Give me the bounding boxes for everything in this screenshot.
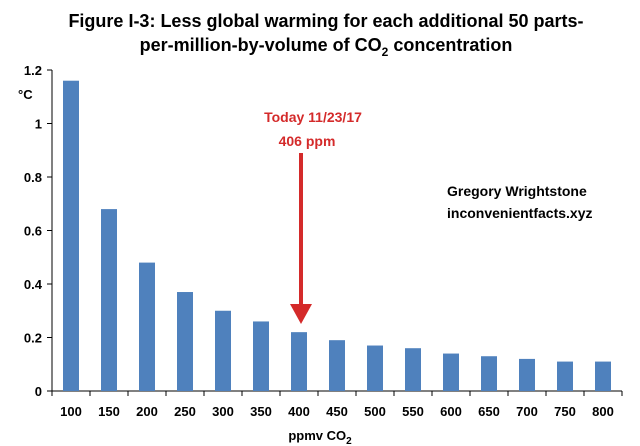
bar-700	[519, 358, 535, 391]
y-tick-label: 0.2	[24, 331, 42, 346]
x-tick-label: 700	[516, 404, 538, 419]
bar-350	[253, 321, 269, 391]
bar-300	[215, 310, 231, 391]
bars	[63, 80, 611, 391]
annotation-arrow-head	[290, 304, 312, 324]
bar-250	[177, 292, 193, 391]
x-ticks: 100 150 200 250 300 350 400 450 500 550 600 650 700 7…	[51, 391, 623, 419]
x-axis-label-prefix: ppmv CO	[288, 428, 346, 443]
y-tick-label: 1.2	[24, 63, 42, 78]
x-tick-label: 100	[60, 404, 82, 419]
bar-650	[481, 356, 497, 391]
bar-600	[443, 353, 459, 391]
annotation-today: Today 11/23/17	[264, 109, 362, 125]
bar-550	[405, 348, 421, 391]
x-tick-label: 800	[592, 404, 614, 419]
chart-title-line2: per-million-by-volume of CO2 concentrati…	[140, 35, 513, 59]
bar-450	[329, 340, 345, 391]
x-tick-label: 400	[288, 404, 310, 419]
y-tick-label: 0.4	[24, 277, 43, 292]
x-tick-label: 650	[478, 404, 500, 419]
bar-750	[557, 361, 573, 391]
bar-400	[291, 332, 307, 391]
chart-title-line2-suffix: concentration	[388, 35, 512, 55]
bar-150	[101, 209, 117, 391]
y-tick-label: 1	[35, 117, 42, 132]
x-tick-label: 550	[402, 404, 424, 419]
chart-title-line2-sub: 2	[382, 45, 389, 59]
y-tick-label: 0.6	[24, 224, 42, 239]
x-axis-label: ppmv CO2	[288, 428, 352, 446]
y-tick-label: 0	[35, 384, 42, 399]
x-tick-label: 750	[554, 404, 576, 419]
x-tick-label: 150	[98, 404, 120, 419]
y-axis-unit: °C	[18, 87, 33, 102]
x-tick-label: 600	[440, 404, 462, 419]
x-tick-label: 350	[250, 404, 272, 419]
annotation-ppm: 406 ppm	[279, 133, 336, 149]
x-tick-label: 200	[136, 404, 158, 419]
y-tick-label: 0.8	[24, 170, 42, 185]
x-tick-label: 300	[212, 404, 234, 419]
chart-title-line1: Figure I-3: Less global warming for each…	[68, 11, 583, 31]
bar-200	[139, 262, 155, 391]
x-tick-label: 500	[364, 404, 386, 419]
y-ticks: 0 0.2 0.4 0.6 0.8 1 1.2	[24, 63, 52, 399]
bar-100	[63, 80, 79, 391]
chart-title-line2-prefix: per-million-by-volume of CO	[140, 35, 382, 55]
bar-800	[595, 361, 611, 391]
x-tick-label: 250	[174, 404, 196, 419]
credit-website: inconvenientfacts.xyz	[447, 205, 593, 221]
x-tick-label: 450	[326, 404, 348, 419]
x-axis-label-sub: 2	[346, 436, 352, 446]
bar-500	[367, 345, 383, 391]
credit-author: Gregory Wrightstone	[447, 183, 587, 199]
